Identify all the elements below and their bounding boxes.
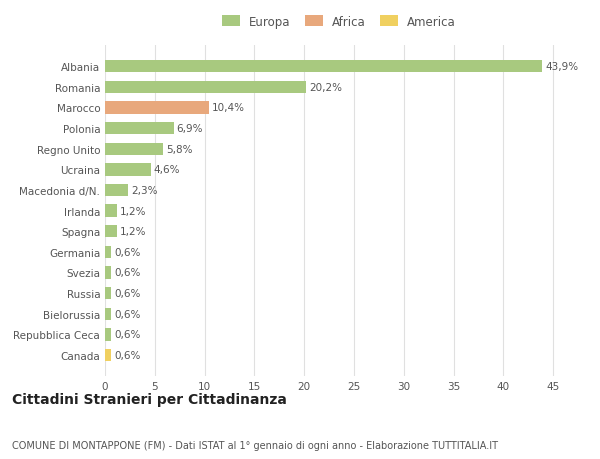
Text: 1,2%: 1,2% — [120, 227, 146, 237]
Bar — [105, 349, 111, 361]
Text: 0,6%: 0,6% — [114, 350, 140, 360]
Bar — [105, 123, 174, 135]
Text: 4,6%: 4,6% — [154, 165, 180, 175]
Bar — [105, 267, 111, 279]
Text: 5,8%: 5,8% — [166, 145, 192, 154]
Bar — [105, 61, 542, 73]
Text: 1,2%: 1,2% — [120, 206, 146, 216]
Bar — [105, 225, 117, 238]
Text: 0,6%: 0,6% — [114, 309, 140, 319]
Text: 2,3%: 2,3% — [131, 185, 157, 196]
Bar — [105, 102, 209, 114]
Bar — [105, 82, 306, 94]
Text: 0,6%: 0,6% — [114, 288, 140, 298]
Text: 0,6%: 0,6% — [114, 268, 140, 278]
Text: 10,4%: 10,4% — [212, 103, 245, 113]
Text: 43,9%: 43,9% — [545, 62, 578, 72]
Bar — [105, 287, 111, 300]
Bar — [105, 164, 151, 176]
Text: 6,9%: 6,9% — [176, 124, 203, 134]
Bar — [105, 205, 117, 217]
Legend: Europa, Africa, America: Europa, Africa, America — [218, 12, 460, 32]
Bar — [105, 143, 163, 156]
Text: 20,2%: 20,2% — [309, 83, 342, 93]
Bar — [105, 246, 111, 258]
Bar — [105, 185, 128, 197]
Text: COMUNE DI MONTAPPONE (FM) - Dati ISTAT al 1° gennaio di ogni anno - Elaborazione: COMUNE DI MONTAPPONE (FM) - Dati ISTAT a… — [12, 440, 498, 450]
Text: Cittadini Stranieri per Cittadinanza: Cittadini Stranieri per Cittadinanza — [12, 392, 287, 406]
Bar — [105, 329, 111, 341]
Bar — [105, 308, 111, 320]
Text: 0,6%: 0,6% — [114, 330, 140, 340]
Text: 0,6%: 0,6% — [114, 247, 140, 257]
